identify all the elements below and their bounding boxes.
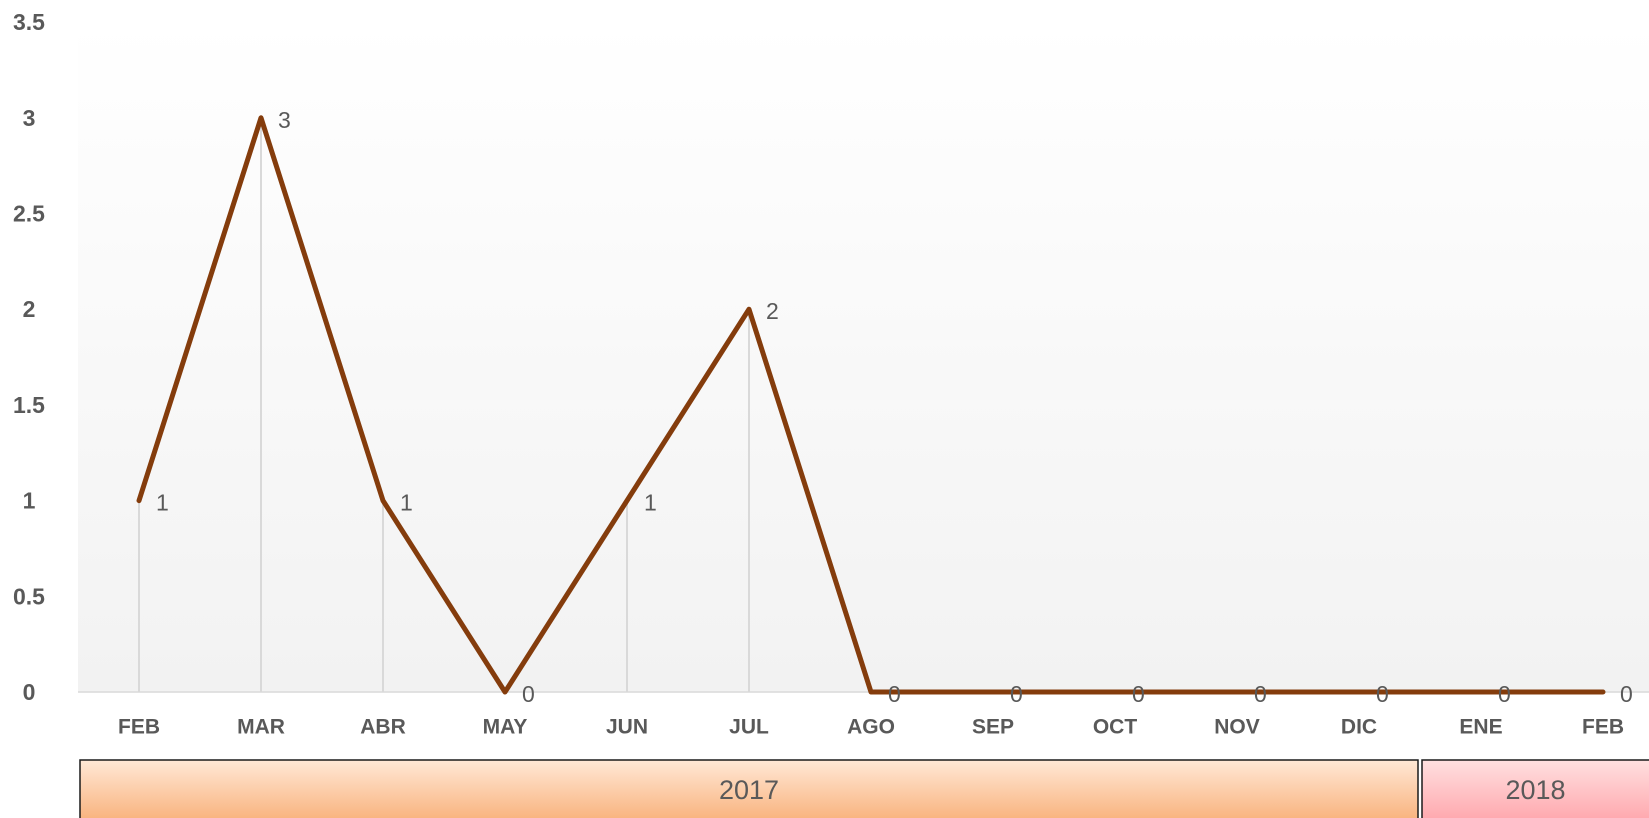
- x-tick-label: MAR: [237, 716, 285, 739]
- data-label: 1: [156, 490, 169, 516]
- x-tick-label: OCT: [1093, 716, 1138, 739]
- x-tick-label: JUN: [606, 716, 648, 739]
- year-group-box: [1421, 759, 1649, 818]
- data-label: 0: [1376, 681, 1389, 707]
- x-tick-label: MAY: [483, 716, 528, 739]
- y-tick-label: 1: [23, 488, 36, 514]
- y-tick-label: 0: [23, 679, 36, 705]
- data-label: 3: [278, 107, 291, 133]
- y-tick-label: 2: [23, 296, 36, 322]
- year-group-label: 2017: [719, 775, 779, 805]
- x-tick-label: ABR: [360, 716, 406, 739]
- x-tick-label: DIC: [1341, 716, 1377, 739]
- x-tick-label: FEB: [1582, 716, 1624, 739]
- x-tick-label: SEP: [972, 716, 1014, 739]
- data-label: 1: [400, 490, 413, 516]
- y-tick-label: 2.5: [13, 201, 45, 227]
- data-label: 0: [1498, 681, 1511, 707]
- data-label: 0: [1254, 681, 1267, 707]
- year-groups: 2017 2018: [79, 759, 1649, 818]
- x-tick-label: ENE: [1459, 716, 1502, 739]
- data-label: 0: [888, 681, 901, 707]
- data-label: 0: [522, 681, 535, 707]
- x-tick-label: NOV: [1214, 716, 1260, 739]
- data-label: 0: [1620, 681, 1633, 707]
- data-label: 1: [644, 490, 657, 516]
- drop-lines: [138, 117, 750, 692]
- data-label: 2: [766, 298, 779, 324]
- y-tick-label: 0.5: [13, 583, 45, 609]
- y-tick-label: 1.5: [13, 392, 45, 418]
- plot-area-background: [78, 22, 1649, 692]
- data-label: 0: [1132, 681, 1145, 707]
- year-group-box: [79, 759, 1419, 818]
- data-label: 0: [1010, 681, 1023, 707]
- year-group-label: 2018: [1505, 775, 1565, 805]
- x-axis: FEB MAR ABR MAY JUN JUL AGO SEP OCT NOV DIC ENE FEB: [118, 716, 1624, 739]
- y-tick-label: 3: [23, 105, 36, 131]
- x-tick-label: AGO: [847, 716, 895, 739]
- series-line: [136, 115, 1606, 695]
- x-tick-label: FEB: [118, 716, 160, 739]
- y-tick-label: 3.5: [13, 9, 45, 35]
- y-axis: 0 0.5 1 1.5 2 2.5 3 3.5: [13, 9, 45, 705]
- data-labels: 1 3 1 0 1 2 0 0 0 0 0 0 0: [156, 107, 1633, 707]
- x-tick-label: JUL: [729, 716, 769, 739]
